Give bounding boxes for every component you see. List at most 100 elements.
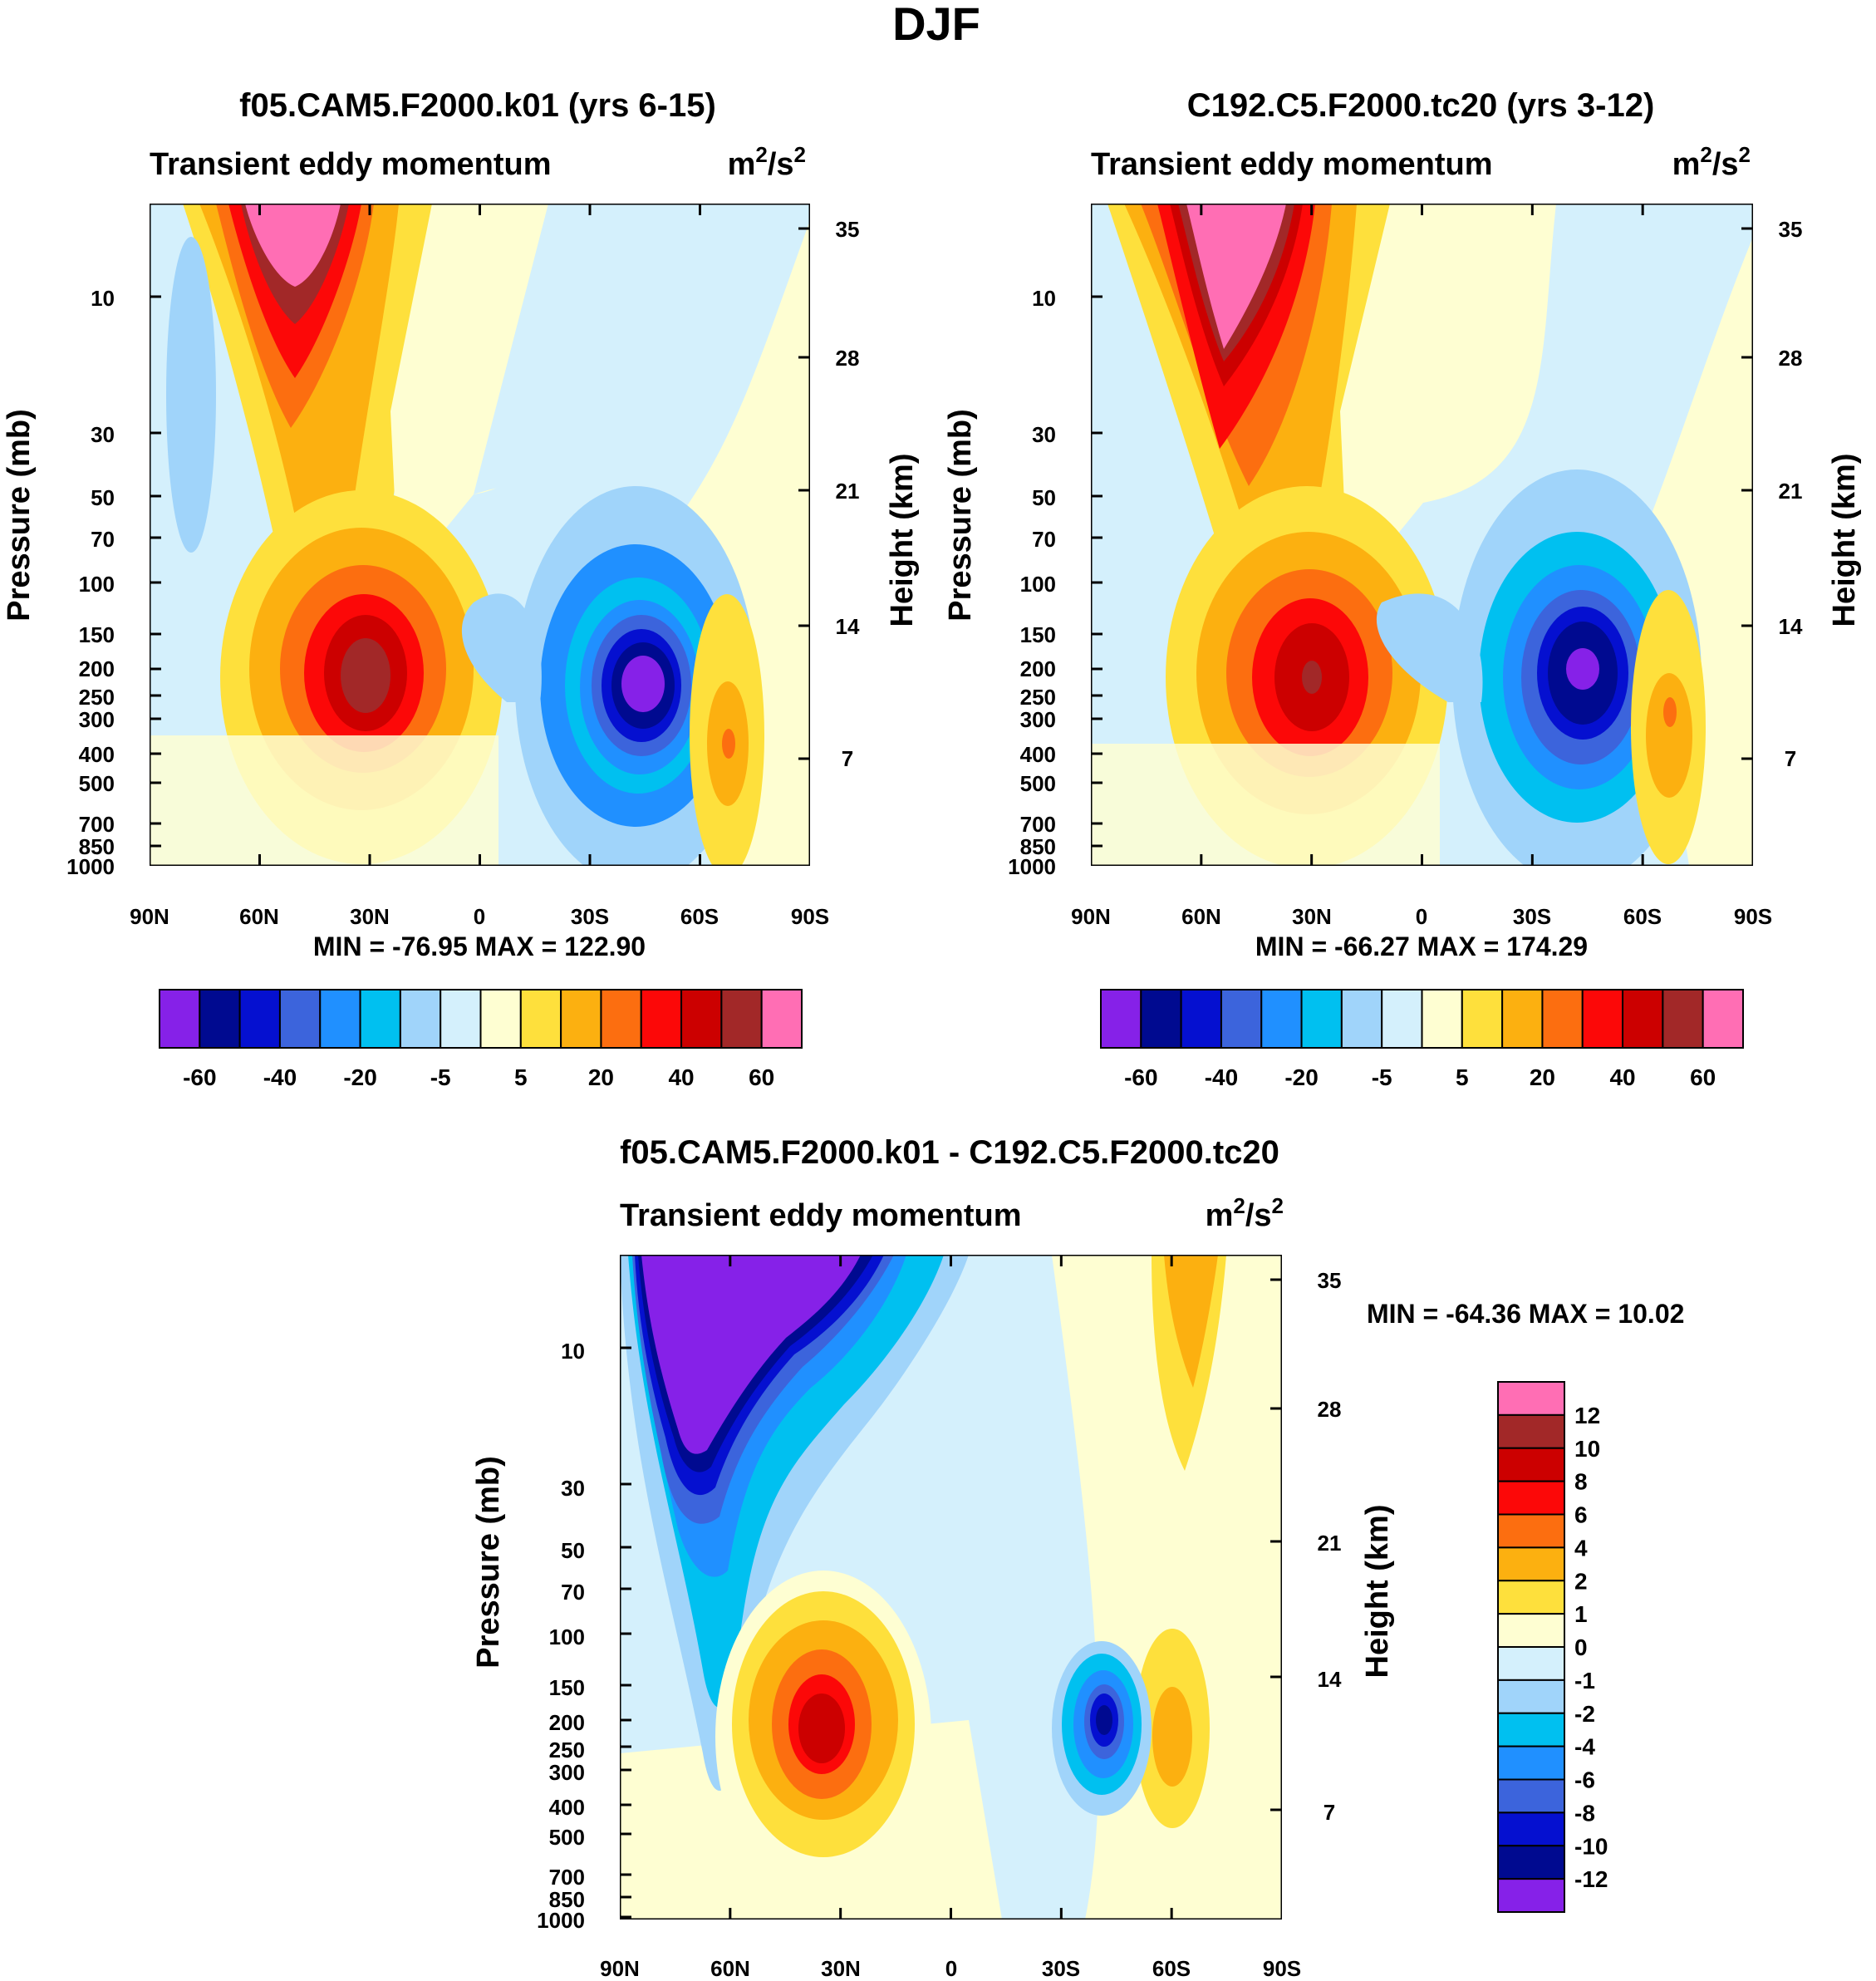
y2-axis: 35 28 21 14 7 Height (km) bbox=[1318, 1268, 1395, 1825]
contour-fill bbox=[1566, 648, 1599, 690]
min-max-stats: MIN = -76.95 MAX = 122.90 bbox=[313, 932, 646, 961]
colorbar-swatch bbox=[1497, 1480, 1565, 1516]
contour-fill bbox=[1376, 593, 1483, 702]
colorbar-swatch bbox=[1300, 989, 1343, 1049]
contour-fill bbox=[245, 204, 341, 287]
y2-tick-label: 35 bbox=[836, 217, 860, 242]
colorbar-swatch bbox=[1497, 1613, 1565, 1648]
colorbar-label: -1 bbox=[1574, 1668, 1595, 1693]
units-label: m2/s2 bbox=[1672, 142, 1751, 182]
colorbar-swatch bbox=[278, 989, 322, 1049]
contour-fill bbox=[166, 237, 216, 553]
units-label: m2/s2 bbox=[728, 142, 806, 182]
contour-fill bbox=[1091, 744, 1440, 866]
x-axis: 90N 60N 30N 0 30S 60S 90S bbox=[600, 1956, 1301, 1981]
colorbar-swatch bbox=[640, 989, 683, 1049]
y-tick-label: 500 bbox=[1020, 771, 1056, 796]
colorbar-swatch bbox=[440, 989, 482, 1049]
colorbar-swatch bbox=[1497, 1745, 1565, 1781]
y2-tick-label: 7 bbox=[842, 746, 853, 771]
colorbar-label: 2 bbox=[1574, 1568, 1588, 1594]
y2-tick-label: 7 bbox=[1785, 746, 1796, 771]
y-tick-label: 200 bbox=[549, 1710, 585, 1735]
colorbar-label: 20 bbox=[1530, 1064, 1555, 1090]
y-tick-label: 100 bbox=[549, 1625, 585, 1649]
plot-area bbox=[1091, 204, 1753, 866]
y-tick-label: 500 bbox=[79, 771, 115, 796]
colorbar-label: -40 bbox=[263, 1064, 297, 1090]
x-tick-label: 30S bbox=[571, 904, 609, 929]
colorbar-swatch bbox=[760, 989, 803, 1049]
colorbar-label: 60 bbox=[749, 1064, 774, 1090]
contour-fill bbox=[1340, 204, 1556, 594]
y-tick-label: 70 bbox=[91, 527, 115, 552]
colorbar-label: 40 bbox=[668, 1064, 694, 1090]
contour-fill bbox=[1186, 204, 1286, 349]
colorbar-swatch bbox=[1497, 1811, 1565, 1847]
colorbar-swatch bbox=[720, 989, 763, 1049]
contour-fill bbox=[722, 729, 735, 759]
y-tick-label: 400 bbox=[549, 1795, 585, 1820]
y-tick-label: 30 bbox=[91, 422, 115, 447]
panel-title: f05.CAM5.F2000.k01 - C192.C5.F2000.tc20 bbox=[620, 1134, 1279, 1171]
panel-title: f05.CAM5.F2000.k01 (yrs 6-15) bbox=[239, 87, 716, 124]
x-tick-label: 60S bbox=[1623, 904, 1662, 929]
panel-title: C192.C5.F2000.tc20 (yrs 3-12) bbox=[1187, 87, 1655, 124]
colorbar-label: -5 bbox=[1372, 1064, 1392, 1090]
contour-fill bbox=[1152, 1687, 1192, 1787]
y-tick-label: 1000 bbox=[1008, 854, 1056, 879]
y-tick-label: 500 bbox=[549, 1825, 585, 1850]
contour-fill bbox=[1663, 697, 1677, 727]
colorbar-swatch bbox=[1501, 989, 1544, 1049]
y-tick-label: 70 bbox=[1032, 527, 1056, 552]
panel-1: f05.CAM5.F2000.k01 (yrs 6-15) Transient … bbox=[2, 87, 920, 1090]
colorbar-swatch bbox=[399, 989, 442, 1049]
y2-tick-label: 14 bbox=[1779, 614, 1803, 639]
contour-fill bbox=[641, 1255, 861, 1454]
colorbar: -60 -40 -20 -5 5 20 40 60 bbox=[159, 989, 803, 1090]
colorbar-swatch bbox=[1497, 1778, 1565, 1814]
min-max-stats: MIN = -66.27 MAX = 174.29 bbox=[1255, 932, 1588, 961]
colorbar-label: -4 bbox=[1574, 1734, 1595, 1760]
x-tick-label: 60N bbox=[1181, 904, 1221, 929]
colorbar-swatch bbox=[1220, 989, 1263, 1049]
colorbar-swatch bbox=[1180, 989, 1222, 1049]
y-axis: 10 30 50 70 100 150 200 250 300 400 500 … bbox=[943, 286, 1056, 879]
tick-marks bbox=[150, 204, 810, 866]
x-tick-label: 30N bbox=[821, 1956, 861, 1981]
plot-area bbox=[150, 204, 810, 866]
colorbar-swatch bbox=[1581, 989, 1624, 1049]
contour-fill bbox=[461, 593, 542, 702]
colorbar-swatch bbox=[1497, 1679, 1565, 1714]
colorbar-swatch bbox=[359, 989, 401, 1049]
y-tick-label: 400 bbox=[79, 742, 115, 767]
contour-fill bbox=[1164, 1255, 1218, 1388]
colorbar-label: -8 bbox=[1574, 1800, 1595, 1826]
x-tick-label: 30N bbox=[1292, 904, 1332, 929]
colorbar-swatch bbox=[680, 989, 723, 1049]
y-tick-label: 250 bbox=[79, 685, 115, 710]
y-tick-label: 150 bbox=[549, 1675, 585, 1700]
x-axis: 90N 60N 30N 0 30S 60S 90S bbox=[1071, 904, 1772, 929]
y-tick-label: 30 bbox=[561, 1476, 585, 1501]
y-tick-label: 200 bbox=[1020, 656, 1056, 681]
y-tick-label: 700 bbox=[1020, 812, 1056, 837]
x-tick-label: 30N bbox=[350, 904, 390, 929]
y-tick-label: 1000 bbox=[537, 1908, 585, 1933]
y2-tick-label: 35 bbox=[1779, 217, 1803, 242]
y-tick-label: 300 bbox=[549, 1760, 585, 1785]
variable-label: Transient eddy momentum bbox=[150, 147, 552, 182]
colorbar-label: 20 bbox=[588, 1064, 614, 1090]
y-axis-label: Pressure (mb) bbox=[943, 409, 978, 622]
units-label: m2/s2 bbox=[1206, 1193, 1284, 1233]
colorbar-label: 6 bbox=[1574, 1502, 1588, 1528]
y-tick-label: 10 bbox=[1032, 286, 1056, 311]
contour-fill bbox=[1646, 673, 1692, 798]
colorbar-label: 8 bbox=[1574, 1469, 1588, 1495]
colorbar-label: 5 bbox=[1456, 1064, 1469, 1090]
colorbar-label: -20 bbox=[343, 1064, 376, 1090]
y-tick-label: 50 bbox=[561, 1538, 585, 1563]
colorbar-swatch bbox=[319, 989, 361, 1049]
colorbar-swatch bbox=[1340, 989, 1383, 1049]
colorbar-label: 60 bbox=[1690, 1064, 1716, 1090]
